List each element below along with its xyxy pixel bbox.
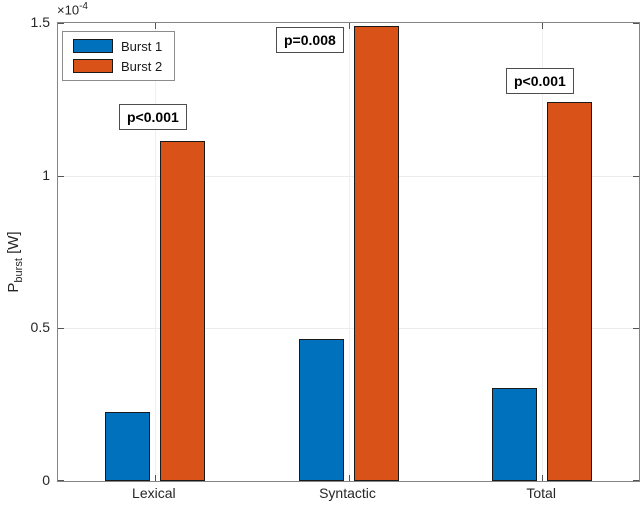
annotation-pvalue-syntactic: p=0.008 xyxy=(276,27,344,53)
x-axis-tick xyxy=(542,475,543,481)
y-axis-scale-exponent: ×10-4 xyxy=(57,1,88,17)
y-axis-tick xyxy=(633,23,639,24)
y-axis-tick xyxy=(633,480,639,481)
x-axis-tick xyxy=(155,23,156,29)
x-axis-tick xyxy=(349,23,350,29)
x-tick-label-lexical: Lexical xyxy=(132,485,176,501)
y-axis-tick xyxy=(633,175,639,177)
y-axis-label-subscript: burst xyxy=(13,258,25,283)
legend-label-burst-1: Burst 1 xyxy=(121,38,163,54)
legend-label-burst-2: Burst 2 xyxy=(121,58,163,74)
x-tick-label-total: Total xyxy=(526,485,556,501)
x-tick-label-syntactic: Syntactic xyxy=(319,485,376,501)
y-axis-tick xyxy=(58,480,64,481)
legend: Burst 1 Burst 2 xyxy=(62,31,176,81)
legend-swatch-burst-2 xyxy=(73,59,113,73)
bar-burst-2-lexical xyxy=(160,141,205,481)
bar-burst-1-total xyxy=(492,388,537,481)
bar-burst-1-lexical xyxy=(105,412,150,481)
y-axis-tick xyxy=(58,23,64,24)
y-tick-label-1-5: 1.5 xyxy=(30,14,50,30)
x-axis-tick xyxy=(155,475,156,481)
y-axis-tick xyxy=(58,175,64,177)
y-axis-scale-power: -4 xyxy=(79,1,88,12)
annotation-pvalue-total: p<0.001 xyxy=(506,68,574,94)
y-axis-scale-base: ×10 xyxy=(57,2,80,18)
horizontal-gridline xyxy=(58,175,639,177)
bar-burst-1-syntactic xyxy=(299,339,344,481)
x-axis-tick xyxy=(542,23,543,29)
grid-layer xyxy=(58,23,639,481)
vertical-gridline xyxy=(542,23,543,481)
annotations-layer: p<0.001 p=0.008 p<0.001 xyxy=(58,23,639,481)
legend-swatch-burst-1 xyxy=(73,39,113,53)
y-tick-label-0-5: 0.5 xyxy=(30,319,50,336)
y-axis-tick xyxy=(633,328,639,330)
legend-item-burst-2: Burst 2 xyxy=(73,56,162,76)
plot-area: Burst 1 Burst 2 p<0.001 p=0.008 p<0.001 xyxy=(57,22,640,482)
y-axis-tick xyxy=(58,328,64,330)
ticks-layer xyxy=(58,23,639,481)
y-axis-label-symbol: P xyxy=(5,282,22,293)
bar-burst-2-total xyxy=(547,102,592,481)
y-axis-label-unit: [W] xyxy=(5,231,22,259)
y-axis-label: Pburst [W] xyxy=(5,231,25,292)
legend-item-burst-1: Burst 1 xyxy=(73,36,162,56)
bars-layer xyxy=(58,23,639,481)
vertical-gridline xyxy=(349,23,350,481)
horizontal-gridline xyxy=(58,328,639,330)
bar-burst-2-syntactic xyxy=(354,26,399,481)
y-tick-label-1: 1 xyxy=(42,166,50,183)
annotation-pvalue-lexical: p<0.001 xyxy=(119,104,187,130)
x-axis-tick xyxy=(349,475,350,481)
y-tick-label-0: 0 xyxy=(42,472,50,488)
vertical-gridline xyxy=(155,23,156,481)
